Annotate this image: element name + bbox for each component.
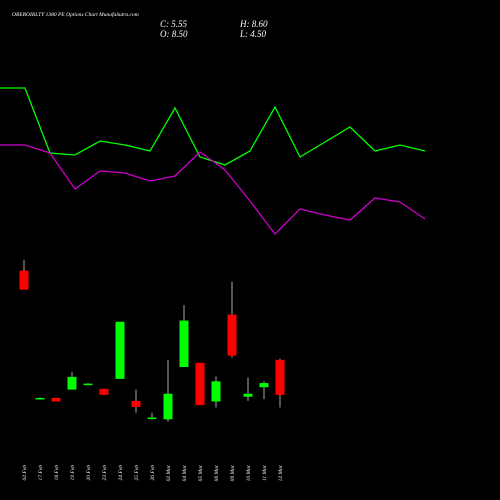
candle-body <box>227 314 237 356</box>
x-tick-label: 04 Mar <box>181 464 188 481</box>
candle-body <box>179 320 189 367</box>
x-tick-label: 05 Mar <box>198 464 204 481</box>
x-tick-label: 02 Feb <box>22 465 28 481</box>
x-tick-label: 12 Mar <box>278 464 284 481</box>
x-tick-label: 19 Feb <box>70 465 76 481</box>
candle-body <box>83 383 93 386</box>
x-tick-label: 10 Mar <box>246 464 252 481</box>
candle-body <box>51 397 61 402</box>
candle-body <box>147 417 157 420</box>
x-tick-label: 09 Mar <box>230 464 236 481</box>
x-tick-label: 17 Feb <box>38 465 44 481</box>
candle-body <box>19 270 29 290</box>
candle-body <box>195 362 205 406</box>
x-tick-label: 25 Feb <box>134 465 140 481</box>
x-tick-label: 24 Feb <box>117 465 124 481</box>
candle-body <box>99 388 109 395</box>
indicator-line <box>0 87 426 166</box>
x-tick-label: 18 Feb <box>54 465 60 481</box>
candle-body <box>259 383 269 388</box>
high-label: H: 8.60 <box>239 19 268 29</box>
x-tick-label: 02 Mar <box>166 464 172 481</box>
candle-body <box>131 400 141 407</box>
x-tick-label: 26 Feb <box>150 465 156 481</box>
x-tick-label: 23 Feb <box>102 465 108 481</box>
candle-body <box>67 376 77 390</box>
x-tick-label: 06 Mar <box>214 464 220 481</box>
chart-title: OBEROIRLTY 1380 PE Options Chart MunafaS… <box>12 11 139 18</box>
low-label: L: 4.50 <box>239 29 267 39</box>
candle-body <box>115 321 125 379</box>
x-tick-label: 11 Mar <box>262 464 268 481</box>
candle-body <box>163 393 173 420</box>
close-label: C: 5.55 <box>160 19 188 29</box>
open-label: O: 8.50 <box>160 29 188 39</box>
candle-body <box>275 359 285 395</box>
candle-body <box>211 381 221 402</box>
candle-body <box>35 397 45 400</box>
x-tick-label: 20 Feb <box>86 465 92 481</box>
candle-body <box>243 393 253 397</box>
indicator-line <box>0 144 426 235</box>
